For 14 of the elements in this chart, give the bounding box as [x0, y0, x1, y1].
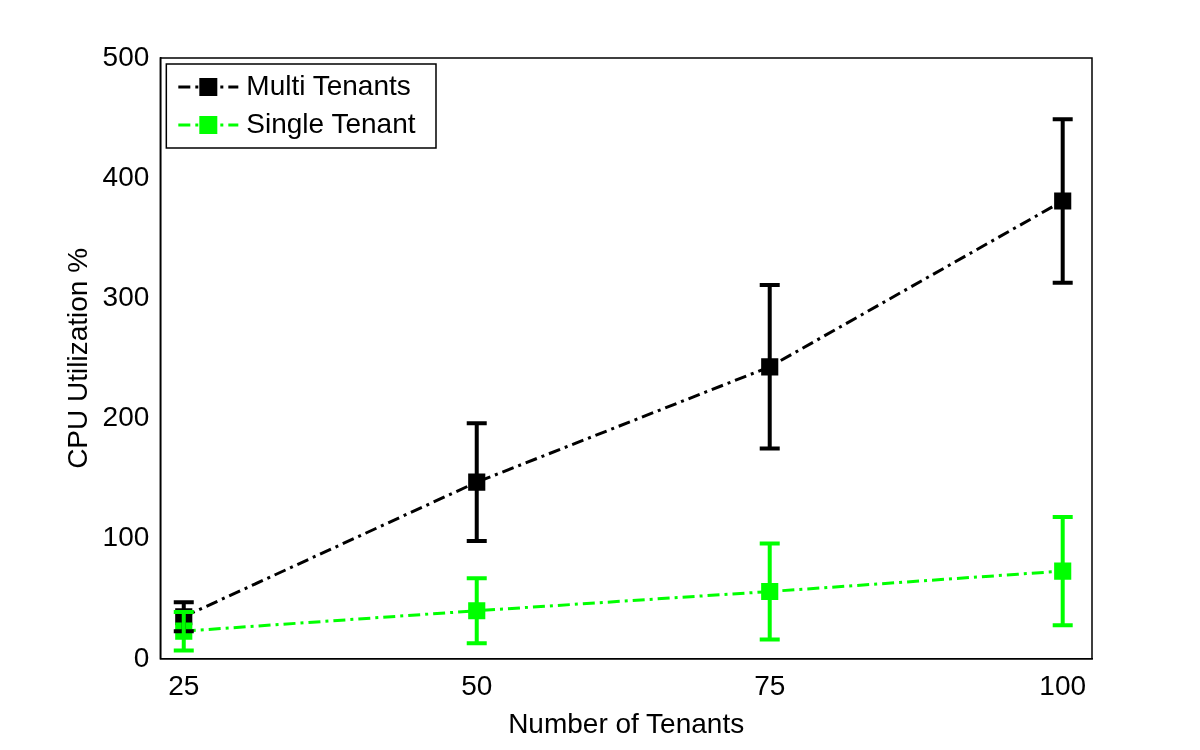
y-tick-label: 100 [102, 521, 150, 553]
legend-label: Single Tenant [246, 107, 416, 139]
y-tick-label: 400 [102, 160, 150, 192]
x-tick-label: 50 [461, 670, 493, 702]
x-tick-label: 100 [1039, 670, 1087, 702]
y-tick-label: 300 [102, 281, 150, 313]
x-tick-label: 25 [168, 670, 200, 702]
y-tick-label: 500 [102, 40, 150, 72]
y-axis-title: CPU Utilization % [61, 247, 93, 469]
legend-label: Multi Tenants [246, 69, 411, 101]
y-tick-label: 200 [102, 401, 150, 433]
x-tick-label: 75 [754, 670, 786, 702]
y-tick-label: 0 [133, 641, 150, 673]
x-axis-title: Number of Tenants [508, 707, 745, 739]
